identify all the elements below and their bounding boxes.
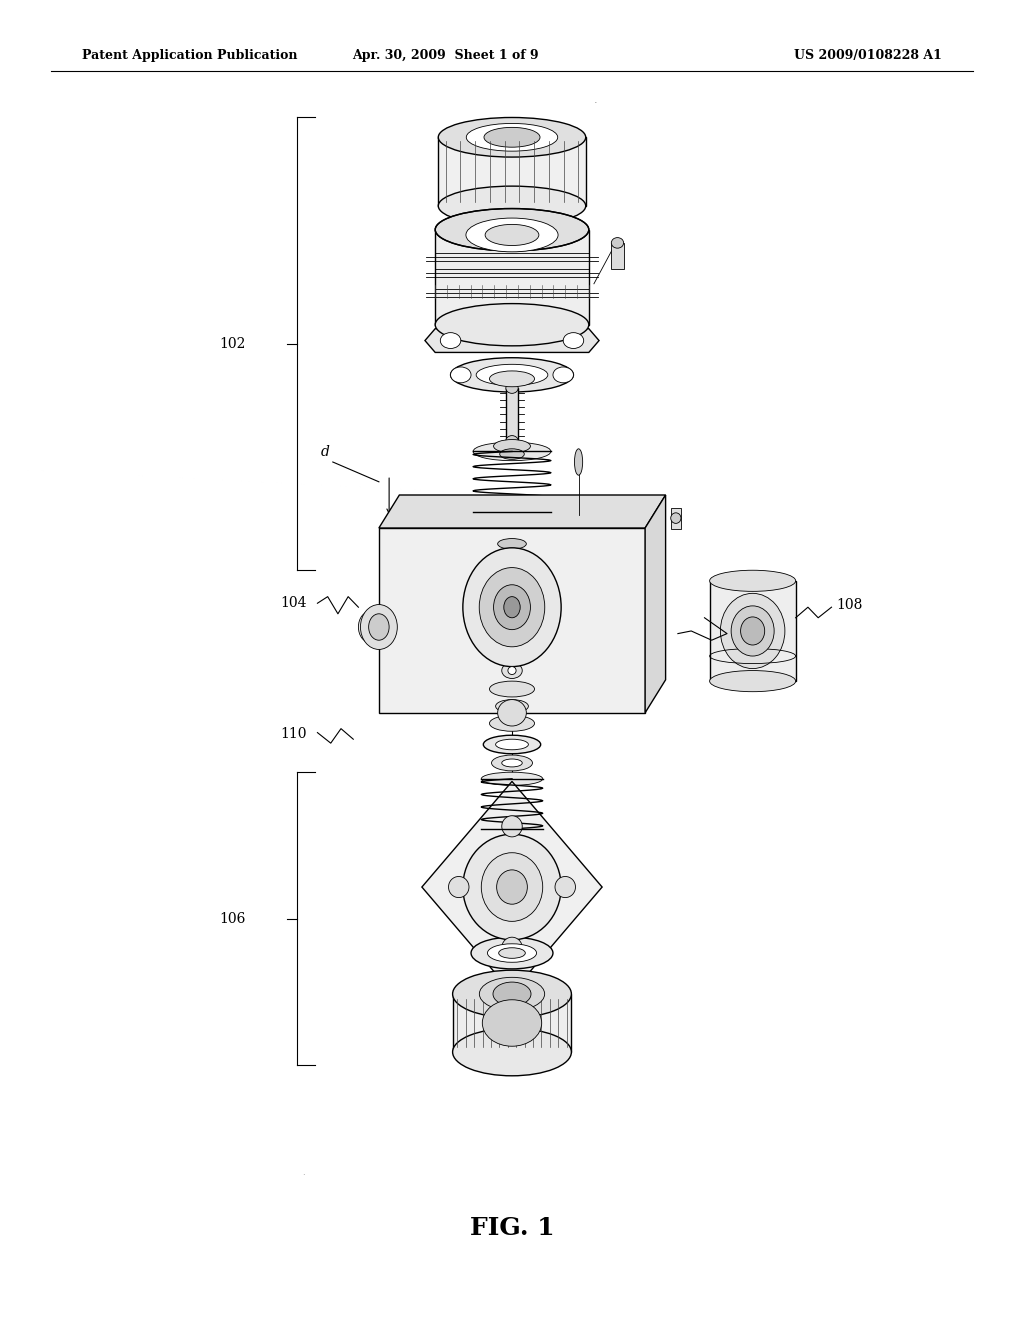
Polygon shape	[438, 137, 586, 206]
Polygon shape	[453, 994, 571, 1052]
Ellipse shape	[369, 614, 389, 640]
Ellipse shape	[502, 816, 522, 837]
Ellipse shape	[498, 539, 526, 549]
Ellipse shape	[489, 371, 535, 387]
Polygon shape	[710, 581, 796, 681]
Polygon shape	[379, 495, 666, 528]
Ellipse shape	[481, 853, 543, 921]
Ellipse shape	[466, 218, 558, 252]
Text: Apr. 30, 2009  Sheet 1 of 9: Apr. 30, 2009 Sheet 1 of 9	[352, 49, 539, 62]
Ellipse shape	[489, 715, 535, 731]
Polygon shape	[435, 230, 589, 325]
Ellipse shape	[731, 606, 774, 656]
Polygon shape	[422, 781, 602, 993]
Ellipse shape	[721, 593, 784, 668]
Ellipse shape	[487, 944, 537, 962]
Text: .: .	[594, 95, 598, 106]
Ellipse shape	[483, 735, 541, 754]
Ellipse shape	[463, 548, 561, 667]
Ellipse shape	[476, 364, 548, 385]
Ellipse shape	[481, 772, 543, 785]
Ellipse shape	[493, 982, 531, 1006]
FancyBboxPatch shape	[506, 388, 518, 441]
Ellipse shape	[506, 436, 518, 446]
Ellipse shape	[435, 304, 589, 346]
Text: 106: 106	[219, 912, 246, 925]
Ellipse shape	[445, 523, 579, 565]
Ellipse shape	[485, 224, 539, 246]
Text: Patent Application Publication: Patent Application Publication	[82, 49, 297, 62]
Ellipse shape	[611, 238, 624, 248]
Ellipse shape	[504, 597, 520, 618]
Polygon shape	[379, 528, 645, 713]
Ellipse shape	[479, 568, 545, 647]
Ellipse shape	[453, 970, 571, 1018]
Ellipse shape	[360, 605, 397, 649]
Ellipse shape	[438, 186, 586, 226]
Ellipse shape	[463, 834, 561, 940]
Text: d: d	[321, 445, 330, 459]
Ellipse shape	[710, 671, 796, 692]
Ellipse shape	[506, 383, 518, 393]
FancyBboxPatch shape	[671, 507, 681, 528]
Text: FIG. 1: FIG. 1	[470, 1216, 554, 1239]
Ellipse shape	[502, 759, 522, 767]
Text: .: .	[302, 1168, 305, 1177]
Ellipse shape	[499, 948, 525, 958]
Ellipse shape	[466, 124, 558, 150]
Ellipse shape	[497, 870, 527, 904]
Ellipse shape	[440, 333, 461, 348]
Ellipse shape	[508, 667, 516, 675]
Ellipse shape	[494, 585, 530, 630]
Ellipse shape	[553, 367, 573, 383]
Ellipse shape	[471, 937, 553, 969]
Ellipse shape	[500, 449, 524, 459]
Ellipse shape	[451, 367, 471, 383]
Ellipse shape	[502, 937, 522, 958]
Polygon shape	[425, 329, 599, 352]
Ellipse shape	[473, 442, 551, 461]
Ellipse shape	[710, 570, 796, 591]
Ellipse shape	[479, 977, 545, 1011]
Ellipse shape	[496, 700, 528, 713]
Ellipse shape	[484, 127, 540, 148]
Ellipse shape	[473, 503, 551, 521]
FancyBboxPatch shape	[508, 689, 516, 723]
Ellipse shape	[438, 117, 586, 157]
Ellipse shape	[358, 611, 383, 643]
Ellipse shape	[502, 663, 522, 678]
Ellipse shape	[466, 529, 558, 558]
Ellipse shape	[574, 449, 583, 475]
Ellipse shape	[492, 755, 532, 771]
Text: 104: 104	[281, 597, 307, 610]
Text: 102: 102	[219, 337, 246, 351]
Ellipse shape	[451, 358, 573, 392]
FancyBboxPatch shape	[611, 243, 624, 269]
Ellipse shape	[449, 876, 469, 898]
Ellipse shape	[563, 333, 584, 348]
Text: US 2009/0108228 A1: US 2009/0108228 A1	[795, 49, 942, 62]
Ellipse shape	[671, 512, 681, 523]
Ellipse shape	[483, 535, 541, 553]
Ellipse shape	[435, 209, 589, 251]
Text: 110: 110	[281, 727, 307, 741]
Ellipse shape	[482, 999, 542, 1047]
Text: 108: 108	[837, 598, 863, 611]
Ellipse shape	[494, 440, 530, 453]
Ellipse shape	[453, 1028, 571, 1076]
Ellipse shape	[489, 681, 535, 697]
Polygon shape	[645, 495, 666, 713]
Ellipse shape	[496, 739, 528, 750]
Ellipse shape	[555, 876, 575, 898]
Ellipse shape	[481, 822, 543, 836]
Ellipse shape	[740, 616, 765, 645]
Ellipse shape	[498, 700, 526, 726]
